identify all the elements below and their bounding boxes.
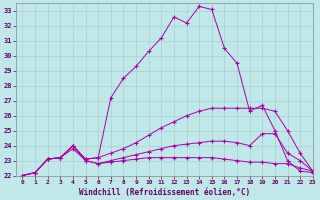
X-axis label: Windchill (Refroidissement éolien,°C): Windchill (Refroidissement éolien,°C) <box>79 188 250 197</box>
